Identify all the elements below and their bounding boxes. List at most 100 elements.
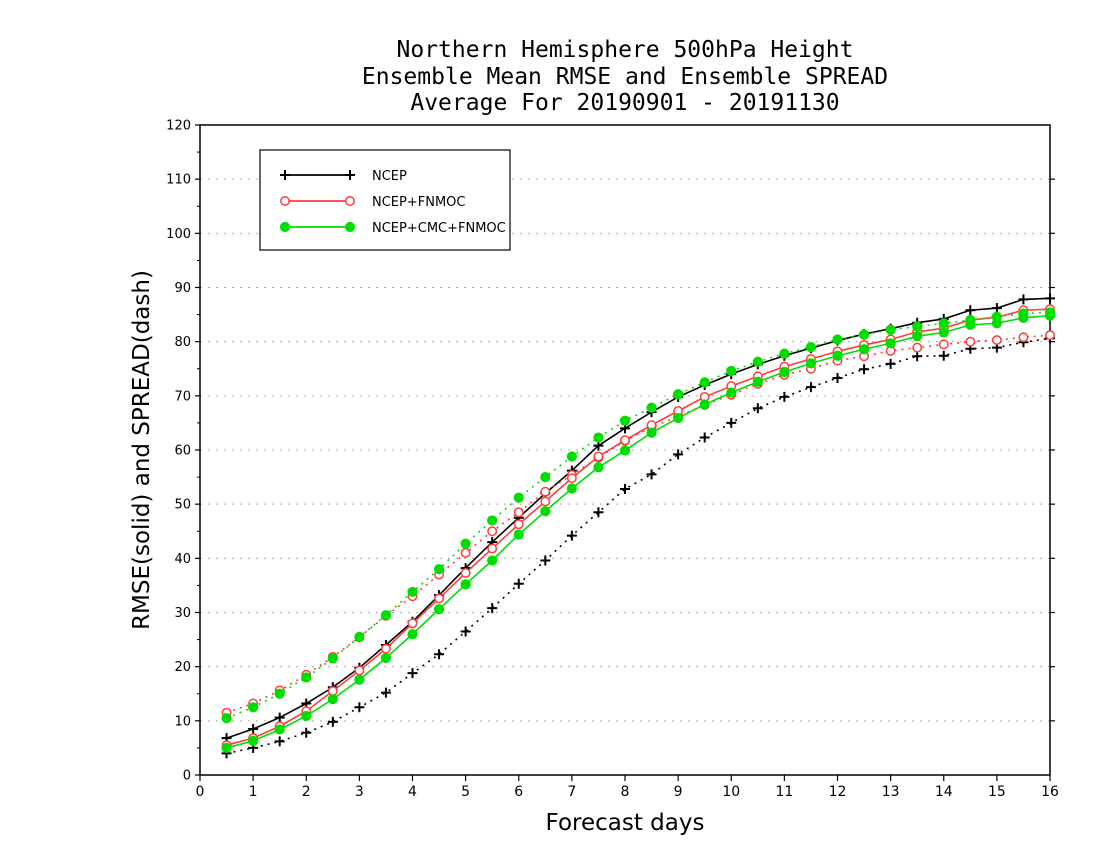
spread-point-ncep (699, 432, 710, 443)
spread-point-ncep-cmc-fnmoc (248, 702, 259, 713)
rmse-point-ncep-fnmoc (407, 618, 418, 629)
rmse-point-ncep-cmc-fnmoc (540, 506, 551, 517)
y-tick-label: 60 (174, 444, 191, 459)
rmse-point-ncep-fnmoc (593, 451, 604, 462)
spread-point-ncep-fnmoc (1018, 332, 1029, 343)
spread-point-ncep-cmc-fnmoc (673, 389, 684, 400)
rmse-point-ncep-cmc-fnmoc (433, 604, 445, 615)
rmse-point-ncep (965, 305, 976, 316)
rmse-line-ncep (226, 297, 1051, 739)
rmse-point-ncep-cmc-fnmoc (248, 735, 259, 746)
spread-point-ncep-fnmoc (938, 339, 949, 350)
spread-point-ncep-cmc-fnmoc (433, 564, 445, 575)
spread-point-ncep (566, 530, 577, 541)
rmse-point-ncep-cmc-fnmoc (221, 742, 232, 754)
spread-point-ncep-cmc-fnmoc (858, 329, 870, 340)
spread-point-ncep (885, 358, 896, 369)
legend-marker (345, 196, 355, 206)
spread-point-ncep (779, 391, 790, 402)
x-tick-label: 5 (461, 784, 470, 800)
rmse-point-ncep-fnmoc (380, 643, 391, 654)
legend-marker (280, 170, 290, 180)
rmse-point-ncep-cmc-fnmoc (805, 358, 817, 369)
y-tick-label: 70 (174, 389, 191, 404)
spread-point-ncep (673, 449, 684, 460)
spread-point-ncep (407, 668, 418, 679)
spread-point-ncep (327, 716, 338, 727)
spread-point-ncep-fnmoc (487, 526, 498, 537)
spread-line-ncep-fnmoc (226, 334, 1051, 714)
spread-point-ncep-cmc-fnmoc (726, 365, 737, 377)
x-tick-label: 15 (988, 784, 1006, 800)
spread-point-ncep-cmc-fnmoc (619, 415, 631, 426)
legend-marker (344, 221, 356, 233)
x-tick-label: 7 (567, 784, 576, 800)
rmse-point-ncep (248, 723, 259, 734)
spread-point-ncep-cmc-fnmoc (407, 586, 418, 598)
x-tick-label: 8 (621, 784, 630, 800)
x-tick-label: 14 (935, 784, 953, 800)
spread-point-ncep-cmc-fnmoc (274, 688, 285, 699)
y-tick-label: 30 (174, 606, 191, 621)
spread-point-ncep-fnmoc (991, 335, 1002, 345)
spread-point-ncep (859, 364, 870, 375)
spread-point-ncep (380, 687, 391, 698)
rmse-point-ncep-fnmoc (460, 568, 471, 578)
x-tick-label: 9 (674, 784, 683, 800)
rmse-point-ncep (1045, 293, 1055, 304)
legend-label: NCEP+CMC+FNMOC (372, 221, 506, 236)
rmse-point-ncep-cmc-fnmoc (938, 327, 949, 338)
rmse-point-ncep-fnmoc (487, 543, 498, 554)
spread-point-ncep-fnmoc (1045, 330, 1055, 341)
rmse-point-ncep-cmc-fnmoc (699, 399, 710, 410)
spread-point-ncep-cmc-fnmoc (646, 402, 657, 413)
x-tick-label: 13 (882, 784, 900, 800)
y-tick-label: 50 (174, 498, 191, 513)
spread-point-ncep (938, 350, 949, 361)
x-tick-label: 16 (1041, 784, 1059, 800)
x-tick-label: 4 (408, 784, 417, 800)
spread-point-ncep-cmc-fnmoc (540, 471, 551, 483)
rmse-point-ncep-fnmoc (434, 593, 445, 604)
x-tick-label: 0 (196, 784, 205, 800)
rmse-point-ncep-fnmoc (327, 686, 338, 696)
rmse-point-ncep-cmc-fnmoc (487, 555, 498, 566)
y-tick-label: 110 (166, 173, 191, 188)
spread-point-ncep-cmc-fnmoc (566, 451, 577, 462)
spread-point-ncep-cmc-fnmoc (460, 538, 471, 549)
spread-point-ncep (274, 736, 285, 747)
spread-point-ncep-cmc-fnmoc (221, 713, 232, 724)
spread-point-ncep-fnmoc (460, 547, 471, 558)
spread-point-ncep-cmc-fnmoc (380, 610, 392, 621)
legend-marker (279, 221, 291, 233)
x-tick-label: 2 (302, 784, 311, 800)
rmse-point-ncep-cmc-fnmoc (593, 462, 604, 473)
x-tick-label: 12 (829, 784, 847, 800)
y-tick-label: 120 (166, 119, 191, 134)
x-tick-label: 6 (514, 784, 523, 800)
spread-point-ncep-fnmoc (540, 486, 551, 497)
spread-point-ncep (912, 351, 923, 362)
legend-label: NCEP (372, 169, 407, 184)
rmse-point-ncep-cmc-fnmoc (513, 529, 524, 540)
rmse-line-ncep-fnmoc (226, 308, 1051, 746)
spread-point-ncep (434, 649, 445, 660)
rmse-point-ncep-cmc-fnmoc (354, 674, 365, 685)
rmse-point-ncep (991, 303, 1002, 314)
spread-point-ncep-cmc-fnmoc (752, 356, 763, 367)
rmse-point-ncep-cmc-fnmoc (965, 319, 976, 330)
y-tick-label: 80 (174, 335, 191, 350)
rmse-point-ncep-fnmoc (620, 435, 630, 446)
spread-point-ncep (487, 603, 498, 614)
chart-title-line-2: Ensemble Mean RMSE and Ensemble SPREAD (361, 64, 889, 90)
legend-marker (280, 196, 290, 206)
rmse-point-ncep-cmc-fnmoc (619, 445, 631, 456)
spread-point-ncep-cmc-fnmoc (593, 432, 604, 443)
rmse-point-ncep-cmc-fnmoc (646, 427, 657, 438)
spread-point-ncep-cmc-fnmoc (885, 324, 896, 335)
rmse-point-ncep-cmc-fnmoc (407, 629, 418, 640)
spread-point-ncep-cmc-fnmoc (805, 341, 817, 353)
spread-point-ncep-cmc-fnmoc (699, 377, 710, 388)
spread-point-ncep (726, 417, 737, 428)
